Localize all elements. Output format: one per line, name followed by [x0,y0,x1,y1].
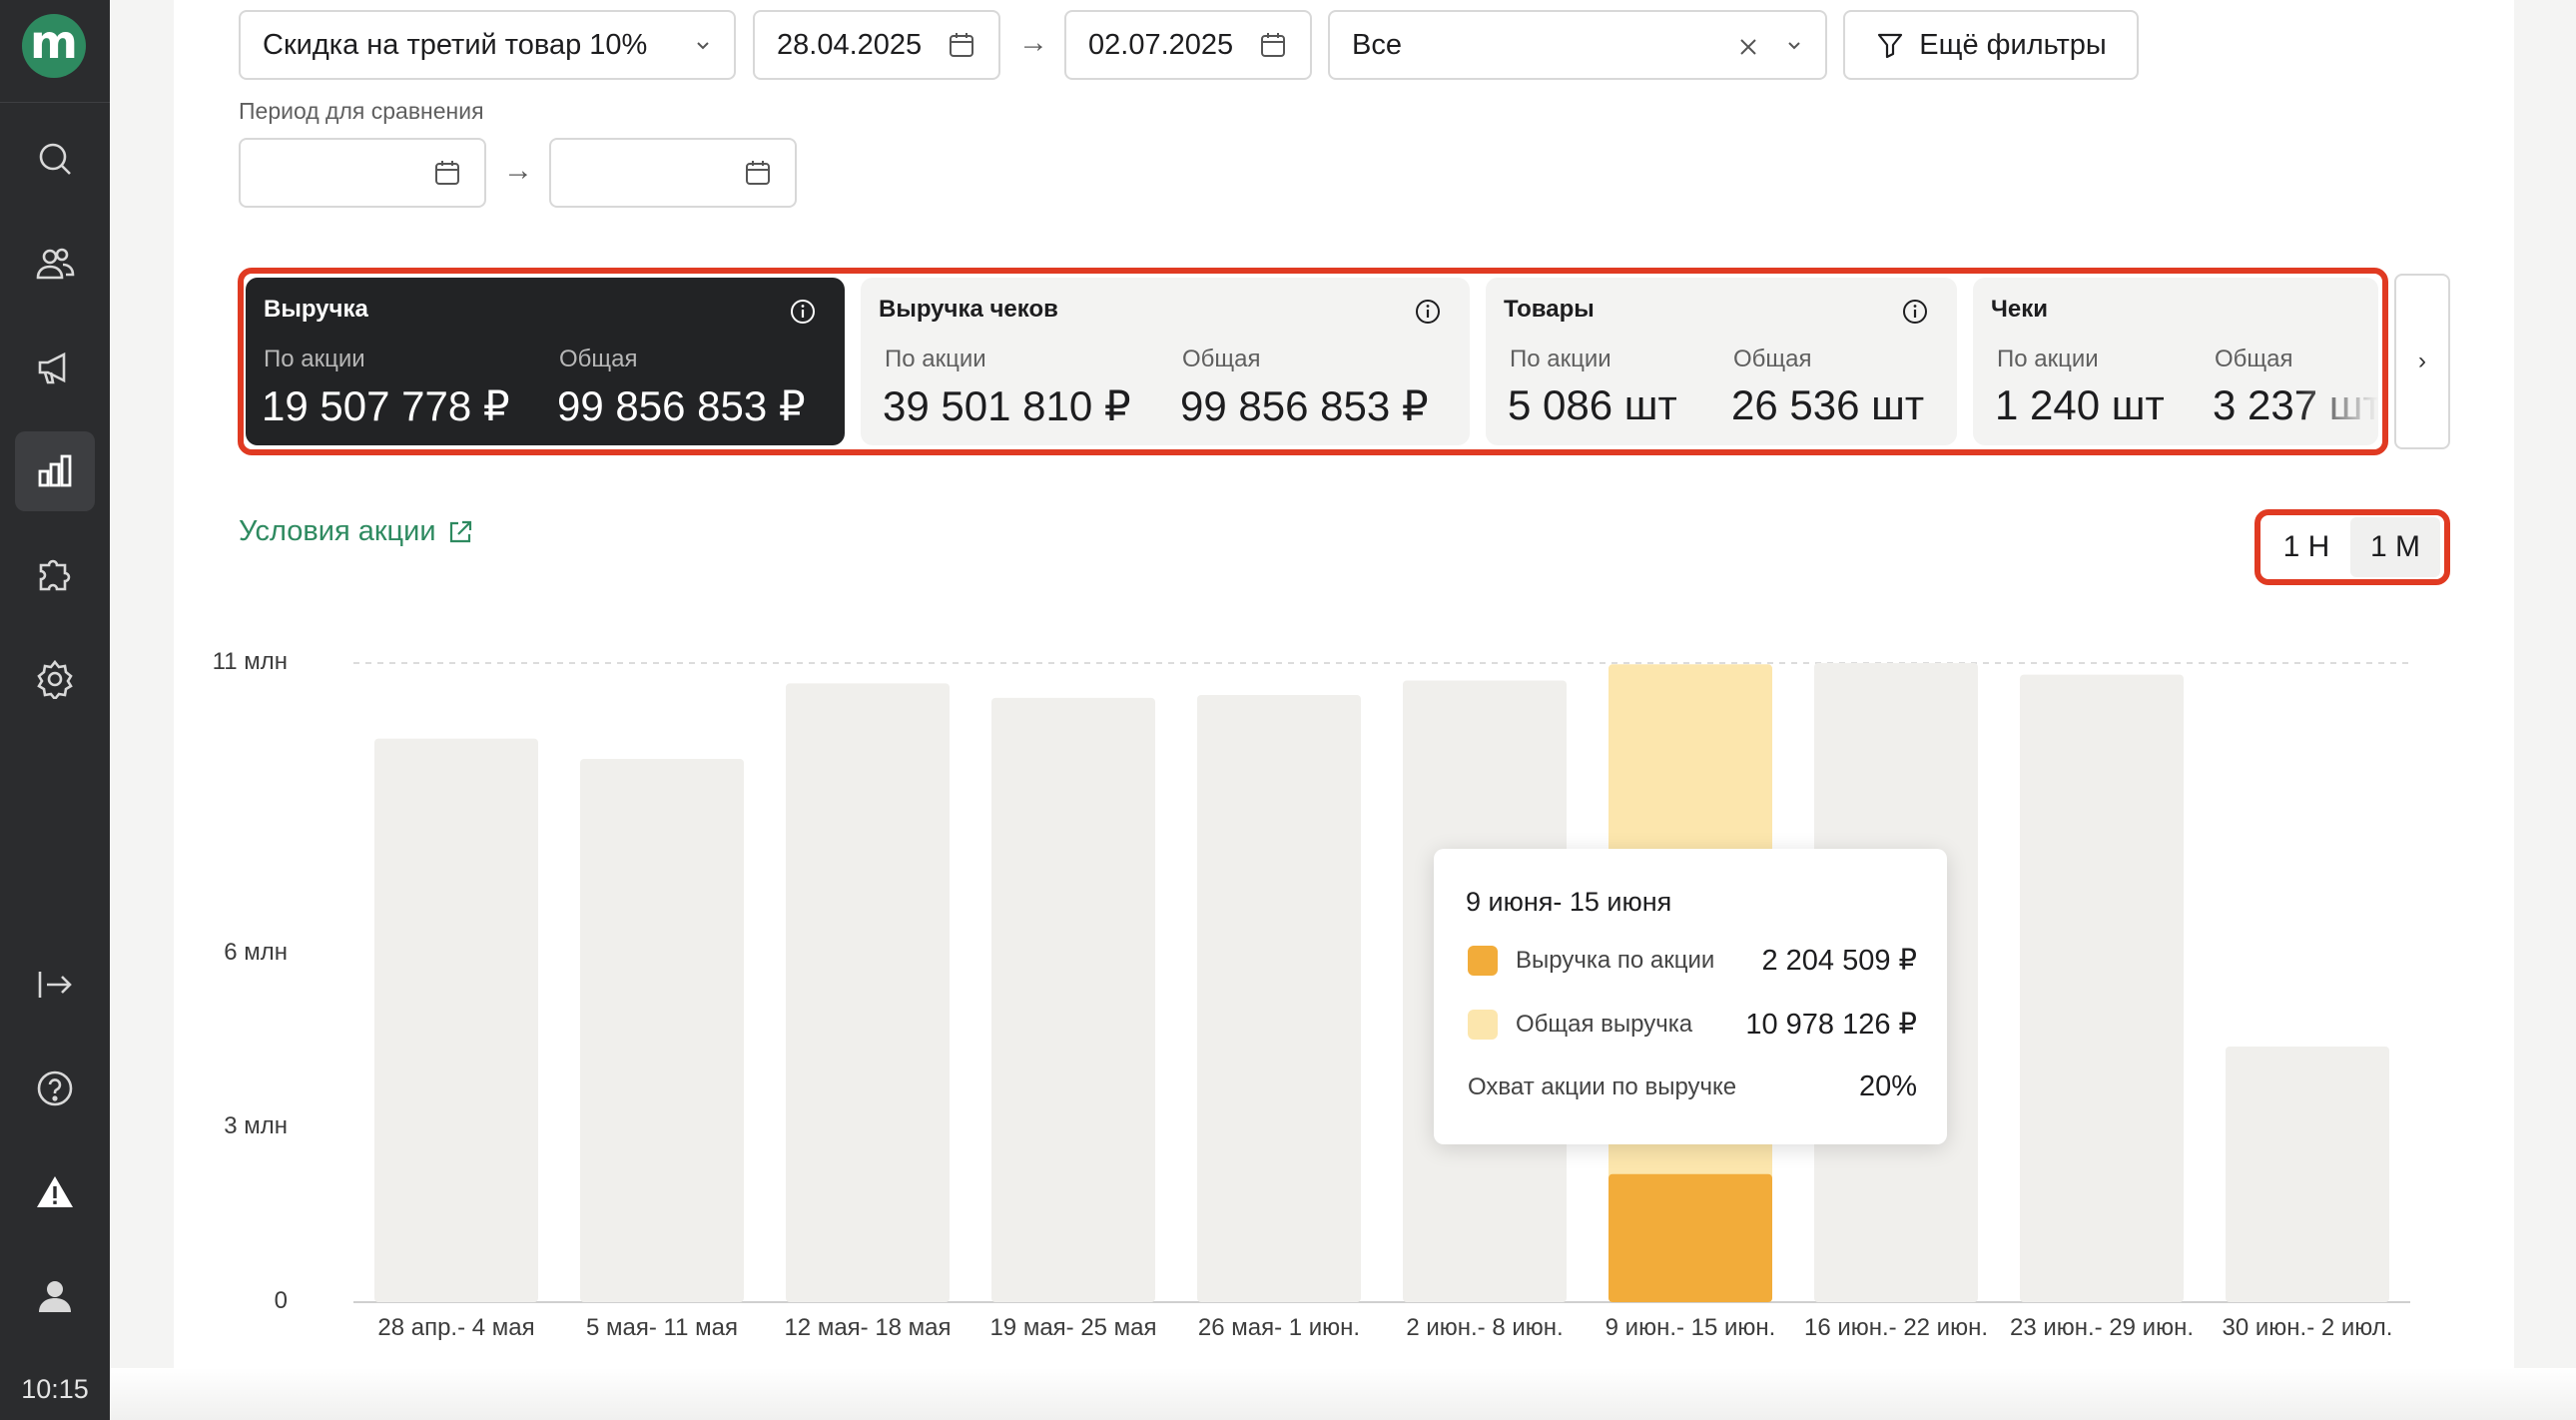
store-select[interactable]: Все [1328,10,1827,80]
x-tick-label: 2 июн.- 8 июн. [1406,1314,1564,1341]
kpi-value-promo: 19 507 778 ₽ [262,382,510,429]
toggle-week[interactable]: 1 Н [2282,530,2330,563]
puzzle-icon[interactable] [27,545,83,601]
compare-range-arrow: → [503,154,533,187]
app-logo[interactable]: m [22,14,86,78]
bar-promo[interactable] [1609,1173,1772,1302]
calendar-icon [746,161,770,185]
revenue-bar-chart: 28 апр.- 4 мая 5 мая- 11 мая 12 мая- 18 ма… [174,639,2514,1358]
kpi-value-promo: 39 501 810 ₽ [883,382,1131,429]
search-icon[interactable] [27,131,83,187]
kpi-value-promo: 1 240 шт [1995,381,2165,428]
x-tick-label: 16 июн.- 22 июн. [1803,1314,1989,1341]
x-tick-label: 9 июн.- 15 июн. [1605,1314,1776,1341]
kpi-title: Чеки [1991,296,2048,323]
y-tick-label: 0 [274,1287,288,1314]
x-tick-label: 19 мая- 25 мая [989,1314,1157,1341]
x-tick-label: 23 июн.- 29 июн. [2009,1314,2195,1341]
clock: 10:15 [21,1374,89,1404]
kpi-label-total: Общая [1733,346,1812,372]
logout-icon[interactable] [27,957,83,1013]
info-icon[interactable] [1901,298,1929,326]
calendar-icon [435,161,459,185]
x-tick-label: 28 апр.- 4 мая [377,1314,535,1341]
megaphone-icon[interactable] [27,340,83,395]
bar-total[interactable] [786,683,950,1302]
legend-swatch-total [1468,1009,1498,1040]
tooltip-row-promo: Выручка по акции 2 204 509 ₽ [1468,943,1917,978]
y-tick-label: 6 млн [224,938,288,966]
users-icon[interactable] [27,236,83,292]
sidebar: m 10:15 [0,0,110,1420]
promo-select[interactable]: Скидка на третий товар 10% [239,10,736,80]
kpi-card-check-revenue[interactable]: Выручка чеков По акции Общая 39 501 810 … [861,278,1470,445]
kpi-label-promo: По акции [1510,346,1611,372]
gear-icon[interactable] [27,651,83,707]
warning-icon[interactable] [27,1164,83,1220]
more-filters-button[interactable]: Ещё фильтры [1843,10,2139,80]
kpi-value-total: 99 856 853 ₽ [557,382,806,429]
info-icon[interactable] [1414,298,1442,326]
kpi-highlight-frame [238,268,2388,455]
kpi-card-checks[interactable]: Чеки По акции Общая 1 240 шт 3 237 шт [1973,278,2378,445]
tooltip-row-total: Общая выручка 10 978 126 ₽ [1468,1007,1917,1042]
x-tick-label: 30 июн.- 2 июл. [2222,1314,2393,1341]
promo-conditions-link[interactable]: Условия акции [239,515,474,548]
kpi-title: Выручка [264,296,368,323]
bar-total[interactable] [1197,695,1361,1302]
compare-to-field[interactable] [549,138,797,208]
bar-total[interactable] [2226,1047,2389,1302]
toggle-month[interactable]: 1 М [2350,517,2440,577]
kpi-label-promo: По акции [1997,346,2099,372]
analytics-icon[interactable] [15,431,95,511]
bar-total[interactable] [991,697,1155,1302]
calendar-icon [1261,33,1285,57]
bottom-shadow [110,1368,2576,1420]
tooltip-row-coverage: Охват акции по выручке 20% [1468,1070,1917,1102]
clear-icon[interactable] [1737,36,1759,58]
user-icon[interactable] [27,1268,83,1324]
kpi-label-total: Общая [559,346,638,372]
chevron-down-icon [697,42,709,50]
kpi-scroll-next-button[interactable]: › [2394,274,2450,449]
kpi-card-goods[interactable]: Товары По акции Общая 5 086 шт 26 536 шт [1486,278,1957,445]
kpi-label-promo: По акции [264,346,365,372]
kpi-title: Товары [1504,296,1595,323]
toggle-highlight-frame [2254,509,2450,585]
kpi-value-total: 26 536 шт [1731,381,1925,428]
compare-period-label: Период для сравнения [239,98,484,124]
x-tick-label: 26 мая- 1 июн. [1197,1314,1361,1341]
kpi-label-total: Общая [1182,346,1261,372]
kpi-title: Выручка чеков [879,296,1058,323]
chevron-down-icon [1788,42,1800,50]
compare-from-field[interactable] [239,138,486,208]
chart-canvas [353,662,2410,1303]
legend-swatch-promo [1468,945,1498,976]
calendar-icon [950,33,973,57]
y-tick-label: 11 млн [212,648,288,675]
kpi-card-revenue[interactable]: Выручка По акции Общая 19 507 778 ₽ 99 8… [246,278,845,445]
kpi-label-total: Общая [2215,346,2293,372]
kpi-label-promo: По акции [885,346,986,372]
bar-total[interactable] [580,759,744,1302]
date-from-field[interactable]: 28.04.2025 [753,10,1000,80]
x-tick-label: 12 мая- 18 мая [784,1314,952,1341]
sidebar-divider [0,102,110,103]
kpi-value-total: 99 856 853 ₽ [1180,382,1429,429]
filter-icon [1878,33,1903,59]
external-link-icon [449,520,471,542]
tooltip-title: 9 июня- 15 июня [1466,887,1672,917]
info-icon[interactable] [789,298,817,326]
help-icon[interactable] [27,1061,83,1116]
bar-total[interactable] [2020,674,2184,1302]
chart-tooltip: 9 июня- 15 июня Выручка по акции 2 204 5… [1434,849,1947,1144]
x-tick-label: 5 мая- 11 мая [586,1314,738,1341]
y-tick-label: 3 млн [224,1112,288,1140]
kpi-value-promo: 5 086 шт [1508,381,1677,428]
date-range-arrow: → [1018,26,1048,59]
kpi-overflow-fade [2298,278,2378,445]
bar-total[interactable] [374,738,538,1302]
date-to-field[interactable]: 02.07.2025 [1064,10,1312,80]
